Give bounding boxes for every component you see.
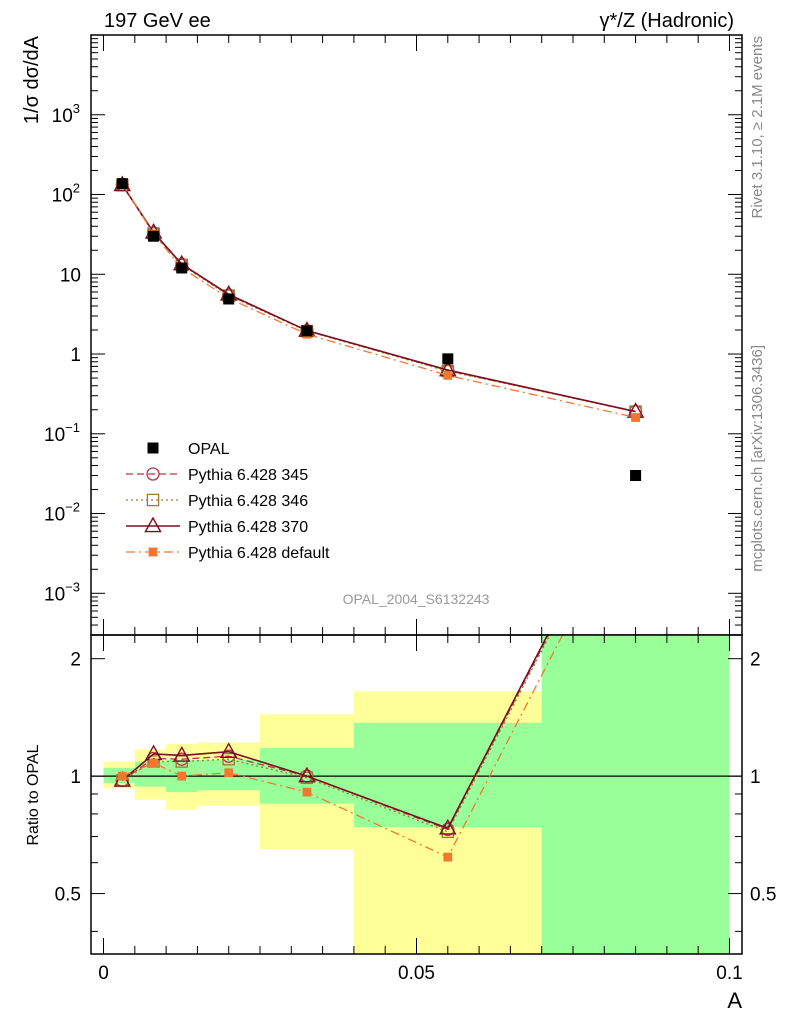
legend-marker (146, 493, 160, 507)
legend-label: Pythia 6.428 370 (188, 519, 308, 536)
y-tick-label: 10−1 (44, 420, 80, 446)
y-tick-label: 10 (60, 265, 81, 286)
legend-label: Pythia 6.428 default (188, 545, 330, 562)
x-tick-label: 0.1 (716, 963, 742, 984)
ratio-band-inner (353, 722, 542, 828)
ratio-tick-label-right: 0.5 (750, 885, 776, 906)
y-tick-label: 102 (52, 181, 80, 207)
x-axis-label: A (727, 988, 742, 1013)
legend: OPAL Pythia 6.428 345 Pythia 6.428 346 Pyth… (126, 441, 330, 562)
ratio-tick-label-left: 0.5 (55, 885, 81, 906)
series-point (443, 370, 453, 380)
ratio-point (222, 752, 235, 766)
ratio-point (117, 771, 127, 781)
legend-label: OPAL (188, 441, 230, 458)
data-point-opal (116, 178, 128, 190)
series-line-2 (121, 184, 636, 413)
y-tick-label: 10−3 (44, 579, 80, 605)
side-label-top: Rivet 3.1.10, ≥ 2.1M events (749, 36, 766, 219)
ratio-point (219, 742, 238, 759)
ratio-point (177, 771, 187, 781)
ratio-tick-label-right: 1 (750, 767, 761, 788)
ratio-tick-label-left: 1 (70, 767, 81, 788)
y-axis-label: 1/σ dσ/dA (21, 35, 43, 124)
y-tick-label: 1 (70, 345, 81, 366)
ratio-band-inner (541, 635, 730, 954)
ratio-panel: 0.5 0.5 1 1 2 2 Ratio to OPAL (25, 634, 776, 955)
side-label-bottom: mcplots.cern.ch [arXiv:1306.3436] (749, 345, 766, 572)
data-point-opal (630, 469, 642, 481)
ratio-point (298, 766, 316, 783)
ratio-point (443, 852, 453, 862)
legend-marker (144, 516, 162, 533)
y-tick-label: 103 (52, 101, 80, 127)
main-panel: 10−3 10−2 10−1 1 10 102 103 OPAL_2004_S6132243… (44, 34, 743, 636)
data-point-opal (301, 325, 313, 337)
title-right: γ*/Z (Hadronic) (600, 10, 734, 32)
ratio-point (172, 745, 191, 762)
legend-label: Pythia 6.428 345 (188, 467, 308, 484)
data-point-opal (176, 262, 188, 274)
legend-marker (148, 547, 158, 557)
legend-marker (147, 442, 159, 454)
series-line-1 (121, 184, 636, 413)
x-tick-label: 0 (98, 963, 109, 984)
ratio-y-axis-label: Ratio to OPAL (25, 744, 42, 845)
ratio-point (302, 787, 312, 797)
analysis-id-label: OPAL_2004_S6132243 (343, 591, 490, 607)
title-left: 197 GeV ee (104, 10, 211, 32)
ratio-tick-label-left: 2 (70, 650, 81, 671)
x-tick-label: 0.05 (398, 963, 435, 984)
legend-label: Pythia 6.428 346 (188, 493, 308, 510)
ratio-line-2 (121, 635, 549, 830)
ratio-point (149, 758, 158, 768)
y-tick-label: 10−2 (44, 500, 80, 526)
ratio-tick-label-right: 2 (750, 650, 761, 671)
series-point (631, 413, 640, 422)
ratio-point (224, 768, 234, 778)
ratio-point (439, 818, 457, 835)
ratio-point (441, 825, 455, 839)
ratio-line-0 (121, 635, 550, 831)
data-point-opal (442, 353, 454, 365)
series-line-3 (121, 183, 636, 419)
data-point-opal (223, 293, 235, 305)
series-line-0 (121, 184, 636, 413)
data-point-opal (148, 230, 160, 242)
legend-marker (146, 467, 160, 481)
